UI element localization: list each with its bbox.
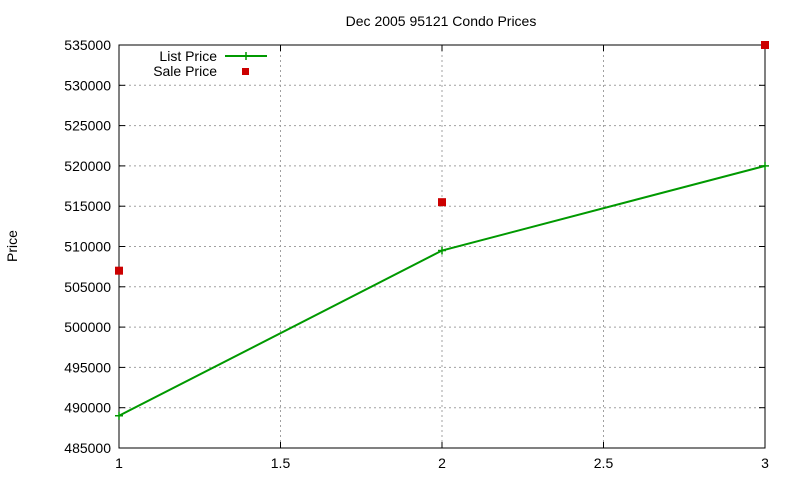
y-axis-label: Price bbox=[4, 230, 20, 262]
axis-ticks: 485000 490000 495000 500000 505000 510000 5150… bbox=[64, 37, 769, 471]
y-tick-label: 535000 bbox=[64, 37, 111, 53]
x-tick-label: 1.5 bbox=[271, 455, 291, 471]
x-tick-label: 2 bbox=[438, 455, 446, 471]
y-tick-label: 495000 bbox=[64, 359, 111, 375]
x-tick-label: 1 bbox=[115, 455, 123, 471]
sale-price-point bbox=[115, 266, 123, 275]
y-tick-label: 500000 bbox=[64, 319, 111, 335]
legend-marker-list-price bbox=[242, 52, 250, 60]
list-price-point bbox=[115, 411, 123, 420]
y-tick-label: 520000 bbox=[64, 158, 111, 174]
legend-label-sale-price: Sale Price bbox=[153, 63, 217, 79]
grid bbox=[119, 45, 765, 448]
y-tick-label: 485000 bbox=[64, 440, 111, 456]
x-tick-label: 3 bbox=[761, 455, 769, 471]
chart-title: Dec 2005 95121 Condo Prices bbox=[346, 13, 537, 29]
y-tick-label: 525000 bbox=[64, 118, 111, 134]
legend-marker-sale-price bbox=[242, 68, 249, 75]
sale-price-point bbox=[761, 41, 769, 49]
y-tick-label: 490000 bbox=[64, 400, 111, 416]
y-tick-label: 515000 bbox=[64, 198, 111, 214]
y-tick-label: 510000 bbox=[64, 239, 111, 255]
sale-price-point bbox=[438, 198, 446, 207]
legend-label-list-price: List Price bbox=[159, 48, 217, 64]
y-tick-label: 505000 bbox=[64, 279, 111, 295]
list-price-point bbox=[438, 246, 446, 255]
series bbox=[115, 41, 769, 420]
legend: List Price Sale Price bbox=[153, 48, 267, 79]
list-price-point bbox=[761, 161, 769, 170]
x-tick-label: 2.5 bbox=[594, 455, 614, 471]
y-tick-label: 530000 bbox=[64, 77, 111, 93]
